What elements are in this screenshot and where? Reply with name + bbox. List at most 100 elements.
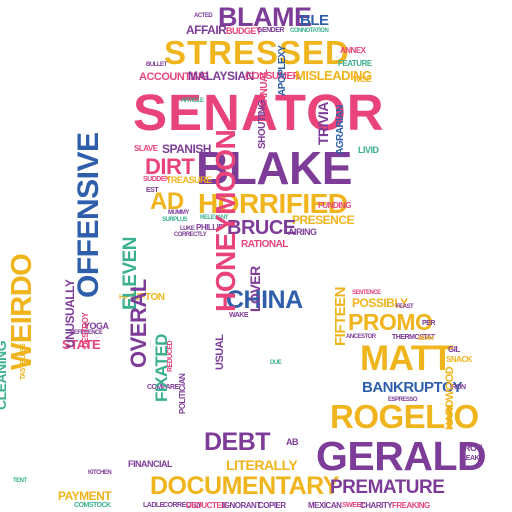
word-iron: IRON xyxy=(450,384,466,391)
word-luke: LUKE xyxy=(180,226,195,232)
word-treasure: TREASURE xyxy=(166,175,212,185)
word-deducted: DEDUCTED xyxy=(186,501,227,510)
word-reduced: REDUCED xyxy=(167,340,174,372)
word-funding: FUNDING xyxy=(318,201,351,210)
word-yoga: YOGA xyxy=(84,321,109,331)
word-rational: RATIONAL xyxy=(241,239,288,250)
word-gender: GENDER xyxy=(257,27,284,34)
word-relevant: RELEVANT xyxy=(200,215,228,221)
word-reference: REFERENCE xyxy=(70,330,103,336)
word-ignorant: IGNORANT xyxy=(222,501,261,510)
word-tent: TENT xyxy=(13,478,27,484)
word-roy: ROY xyxy=(464,443,483,453)
word-affair: AFFAIR xyxy=(186,23,227,37)
word-ancestor: ANCESTOR xyxy=(346,334,376,340)
word-stressed: STRESSED xyxy=(164,34,350,71)
word-honeymoon: HONEYMOON xyxy=(210,129,241,312)
word-correctly: CORRECTLY xyxy=(174,232,207,238)
word-feature: FEATURE xyxy=(338,59,372,68)
word-ble: BLE xyxy=(300,12,329,29)
word-financial: FINANCIAL xyxy=(128,459,173,469)
word-phillip: PHILLIP xyxy=(196,223,224,232)
word-mexican: MEXICAN xyxy=(308,501,342,510)
word-literally: LITERALLY xyxy=(226,457,298,473)
word-thermostat: THERMOSTAT xyxy=(392,334,435,341)
word-blake: BLAKE xyxy=(196,142,352,194)
word-budget: BUDGET xyxy=(226,26,262,36)
word-airing: AIRING xyxy=(288,227,317,237)
word-freaking: FREAKING xyxy=(392,501,430,510)
word-gil: GIL xyxy=(448,345,460,354)
word-senator: SENATOR xyxy=(133,84,385,141)
word-promo: PROMO xyxy=(348,309,433,335)
word-surplus: SURPLUS xyxy=(162,217,188,223)
word-compare: COMPARE xyxy=(147,384,179,391)
word-shouting: SHOUTING xyxy=(257,100,268,149)
word-lover: LOVER xyxy=(247,266,263,312)
word-hardwood: HARDWOOD xyxy=(444,366,456,430)
word-snack: SNACK xyxy=(446,355,472,364)
word-correctly2: CORRECTLY xyxy=(163,502,202,509)
word-comstock: COMSTOCK xyxy=(74,502,111,509)
word-connotation: CONNOTATION xyxy=(290,28,329,34)
word-hip: HIP xyxy=(119,294,130,301)
word-premature: PREMATURE xyxy=(330,477,445,498)
word-agrarian: AGRARIAN xyxy=(335,105,346,155)
word-misleading: MISLEADING xyxy=(295,68,372,83)
word-article: ARTICLE xyxy=(181,98,204,104)
word-bankruptcy: BANKRUPTCY xyxy=(362,379,463,396)
word-annex: ANNEX xyxy=(340,46,366,55)
word-overall: OVERAL xyxy=(126,279,151,368)
word-destroy: DESTROY xyxy=(81,312,90,348)
word-rogelio: ROGELIO xyxy=(330,398,479,435)
word-bullet: BULLET xyxy=(146,62,167,68)
word-wise: WISE xyxy=(353,75,372,84)
word-apoplexy: APOPLEXY xyxy=(277,45,288,96)
word-horrified: HORRIFIED xyxy=(198,188,348,219)
word-debt: DEBT xyxy=(204,428,271,456)
word-dirt: DIRT xyxy=(145,154,195,179)
word-cleaning: CLEANING xyxy=(0,340,9,410)
word-kitchen: KITCHEN xyxy=(88,470,112,476)
word-possibly: POSSIBLY xyxy=(352,296,408,310)
word-wake: WAKE xyxy=(229,312,249,319)
word-consumer: CONSUMER xyxy=(245,71,300,82)
word-feast: FEAST xyxy=(396,304,414,310)
word-charity: CHARITY xyxy=(360,501,393,510)
word-china: CHINA xyxy=(226,286,303,314)
word-documentary: DOCUMENTARY xyxy=(150,472,339,500)
word-acted: ACTED xyxy=(194,13,213,19)
word-bruce: BRUCE xyxy=(227,217,296,239)
word-offensive: OFFENSIVE xyxy=(72,132,105,298)
word-accounting: ACCOUNTING xyxy=(139,71,209,83)
word-ab: AB xyxy=(286,437,299,447)
word-state: STATE xyxy=(62,337,101,352)
word-per: PER xyxy=(422,320,435,327)
word-politician: POLITICIAN xyxy=(178,373,187,414)
word-suddent: SUDDEN xyxy=(143,176,170,183)
word-leak: LEAK xyxy=(462,455,480,462)
word-unusually: UNUSUALLY xyxy=(63,279,77,348)
word-fifteen: FIFTEEN xyxy=(332,287,349,346)
word-copier: COPIER xyxy=(258,501,286,510)
word-ladle: LADLE xyxy=(143,502,164,509)
word-matt: MATT xyxy=(360,339,453,378)
word-gerald: GERALD xyxy=(316,433,487,479)
word-usual: USUAL xyxy=(214,334,226,370)
word-ad: AD xyxy=(150,188,184,215)
word-slave: SLAVE xyxy=(134,144,158,153)
word-trivia: TRIVIA xyxy=(315,102,331,145)
word-est: EST xyxy=(146,187,159,194)
word-tasteless: TASTELESS xyxy=(20,343,27,380)
word-expresso: ESPRESSO xyxy=(388,397,418,403)
word-blame: BLAME xyxy=(218,2,312,32)
word-lipton: LIPTON xyxy=(131,292,165,303)
word-dean: DEAN xyxy=(418,336,434,342)
word-sentence: SENTENCE xyxy=(352,290,381,296)
word-livid: LIVID xyxy=(358,145,379,155)
word-spanish: SPANISH xyxy=(162,142,211,156)
word-payment: PAYMENT xyxy=(58,489,112,503)
word-sweet: SWEET xyxy=(342,502,365,509)
word-mummy: MUMMY xyxy=(168,210,189,216)
